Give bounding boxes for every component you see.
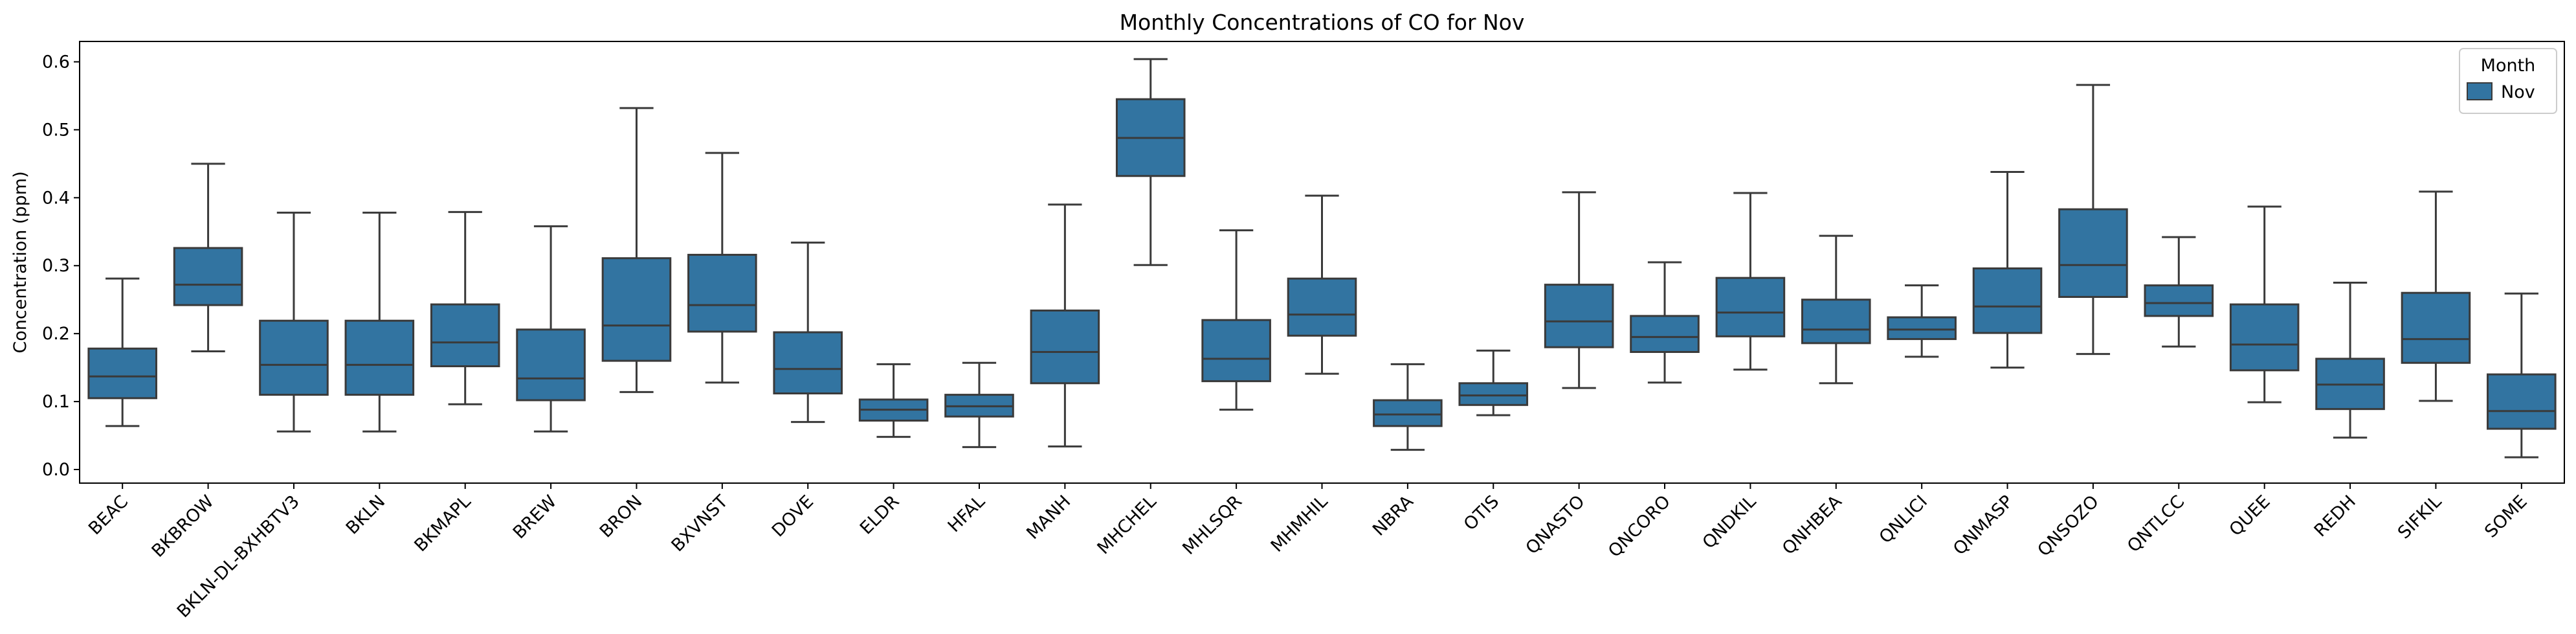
x-tick-label: QNSOZO xyxy=(2034,492,2102,560)
box-body xyxy=(2144,284,2214,317)
box-eldr xyxy=(858,363,929,438)
box-mhchel xyxy=(1115,58,1186,266)
x-tick-label: QNASTO xyxy=(1522,492,1588,558)
box-bkln xyxy=(344,211,415,433)
x-tick-label: SIFKIL xyxy=(2394,492,2445,543)
box-body xyxy=(601,257,672,362)
y-tick-label: 0.3 xyxy=(42,256,70,276)
box-qncoro xyxy=(1630,261,1700,384)
box-qnhbea xyxy=(1801,234,1871,385)
box-body xyxy=(1972,267,2043,334)
box-bkln-dl-bxhbtv3 xyxy=(259,211,329,433)
box-bkbrow xyxy=(173,163,243,352)
x-tick-label: MHLSQR xyxy=(1179,492,1246,559)
box-body xyxy=(344,319,415,396)
y-tick-label: 0.4 xyxy=(42,188,70,208)
box-body xyxy=(773,331,843,395)
box-beac xyxy=(87,277,157,427)
box-mhmhil xyxy=(1287,194,1357,375)
legend: Month Nov xyxy=(2459,48,2557,114)
box-body xyxy=(687,253,757,333)
box-redh xyxy=(2315,281,2385,439)
x-tick-label: MHMHIL xyxy=(1267,492,1332,556)
box-body xyxy=(2487,373,2557,430)
box-body xyxy=(1030,309,1100,385)
box-body xyxy=(2401,291,2471,364)
chart-title: Monthly Concentrations of CO for Nov xyxy=(1120,10,1525,35)
x-tick-label: BKMAPL xyxy=(410,492,474,556)
x-tick-label: DOVE xyxy=(768,492,817,541)
box-bxvnst xyxy=(687,152,757,384)
box-body xyxy=(1544,284,1614,348)
boxes xyxy=(87,58,2557,459)
x-tick-label: QNMASP xyxy=(1949,492,2017,559)
legend-label: Nov xyxy=(2501,82,2535,102)
box-qndkil xyxy=(1715,192,1786,371)
box-body xyxy=(2229,303,2300,372)
x-tick-label: OTIS xyxy=(1460,492,1503,534)
box-body xyxy=(516,328,586,402)
x-tick-label: BRON xyxy=(596,492,647,542)
box-body xyxy=(1630,315,1700,353)
box-qntlcc xyxy=(2144,236,2214,348)
box-body xyxy=(1373,399,1443,427)
box-body xyxy=(87,347,157,400)
x-tick-label: MHCHEL xyxy=(1094,492,1160,558)
y-tick-label: 0.0 xyxy=(42,460,70,480)
box-body xyxy=(1801,299,1871,345)
x-tick-label: QNTLCC xyxy=(2124,492,2188,556)
y-tick-label: 0.2 xyxy=(42,324,70,344)
box-bkmapl xyxy=(430,210,500,405)
legend-swatch xyxy=(2467,82,2493,100)
box-body xyxy=(1715,277,1786,337)
box-qnmasp xyxy=(1972,170,2043,369)
y-tick-label: 0.5 xyxy=(42,120,70,140)
box-body xyxy=(430,303,500,368)
x-tick-label: HFAL xyxy=(944,492,989,536)
x-tick-label: BKBROW xyxy=(148,492,218,561)
box-some xyxy=(2487,292,2557,459)
x-tick-label: BKLN xyxy=(342,492,389,538)
box-body xyxy=(1287,277,1357,337)
x-tick-label: ELDR xyxy=(856,492,904,539)
box-quee xyxy=(2229,205,2300,403)
box-nbra xyxy=(1373,363,1443,451)
x-tick-label: REDH xyxy=(2311,492,2360,541)
x-tick-label: QNDKIL xyxy=(1699,492,1760,553)
box-mhlsqr xyxy=(1201,229,1271,411)
box-bron xyxy=(601,107,672,393)
box-dove xyxy=(773,242,843,424)
box-qnasto xyxy=(1544,191,1614,389)
box-hfal xyxy=(944,361,1014,448)
box-body xyxy=(1887,316,1957,341)
box-body xyxy=(1458,382,1529,406)
x-tick-label: MANH xyxy=(1023,492,1074,543)
x-tick-label: QNHBEA xyxy=(1779,492,1846,559)
box-body xyxy=(1201,319,1271,383)
box-sifkil xyxy=(2401,190,2471,402)
box-body xyxy=(259,319,329,396)
x-tick-label: BXVNST xyxy=(668,492,733,556)
x-tick-label: NBRA xyxy=(1369,492,1417,540)
x-tick-label: BEAC xyxy=(85,492,132,539)
x-tick-label: SOME xyxy=(2481,492,2531,542)
box-brew xyxy=(516,225,586,433)
y-tick-label: 0.6 xyxy=(42,52,70,72)
y-axis-label: Concentration (ppm) xyxy=(10,171,30,353)
box-qnsozo xyxy=(2058,84,2128,356)
y-tick-label: 0.1 xyxy=(42,392,70,412)
box-qnlici xyxy=(1887,284,1957,358)
x-tick-label: QNLICI xyxy=(1876,492,1931,547)
x-tick-label: QUEE xyxy=(2226,492,2274,540)
box-manh xyxy=(1030,203,1100,447)
box-body xyxy=(173,247,243,306)
box-otis xyxy=(1458,349,1529,416)
legend-title: Month xyxy=(2481,56,2536,76)
box-body xyxy=(2058,208,2128,299)
x-tick-label: BREW xyxy=(509,492,561,543)
x-tick-label: QNCORO xyxy=(1604,492,1674,561)
